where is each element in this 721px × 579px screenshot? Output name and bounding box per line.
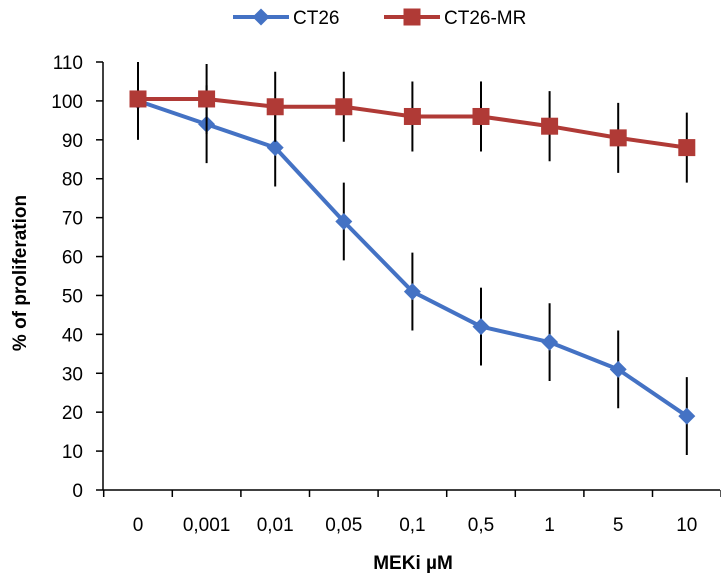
x-tick-label: 0: [133, 515, 144, 536]
data-point: [335, 98, 353, 116]
x-tick-label: 0,5: [468, 515, 494, 536]
legend-label: CT26: [293, 8, 339, 29]
y-tick-label: 30: [62, 364, 83, 385]
y-tick-label: 0: [72, 481, 83, 502]
x-tick-label: 0,01: [257, 515, 294, 536]
y-tick-label: 20: [62, 403, 83, 424]
data-point: [472, 107, 490, 125]
data-point: [472, 318, 490, 336]
y-tick-label: 110: [53, 53, 83, 74]
legend-marker: [252, 8, 270, 26]
y-axis-ticks: 0 10 20 30 40 50 60 70 80 90 100 110: [51, 53, 103, 502]
legend-item-ct26: CT26: [233, 8, 339, 29]
x-tick-label: 0,001: [183, 515, 231, 536]
y-tick-label: 70: [62, 209, 83, 230]
data-point: [403, 107, 421, 125]
series-ct26-mr: [129, 63, 696, 183]
x-tick-label: 1: [544, 515, 555, 536]
data-point: [541, 333, 559, 351]
x-tick-label: 0,05: [325, 515, 362, 536]
data-point: [129, 90, 147, 108]
data-point: [678, 139, 696, 157]
y-axis-title: % of proliferation: [10, 195, 31, 351]
x-tick-label: 0,1: [399, 515, 425, 536]
data-point: [266, 98, 284, 116]
series-layer: [129, 62, 696, 455]
data-point: [198, 90, 216, 108]
data-point: [609, 129, 627, 147]
y-tick-label: 100: [51, 92, 83, 113]
series-ct26: [129, 62, 696, 455]
x-tick-label: 5: [613, 515, 624, 536]
data-point: [266, 139, 284, 157]
legend-label: CT26-MR: [444, 8, 526, 29]
y-tick-label: 50: [62, 286, 83, 307]
legend-marker: [403, 8, 421, 26]
data-point: [678, 407, 696, 425]
data-point: [403, 283, 421, 301]
x-axis-ticks: 0 0,001 0,01 0,05 0,1 0,5 1 5 10: [102, 490, 721, 536]
y-tick-label: 80: [62, 170, 83, 191]
data-point: [609, 360, 627, 378]
chart-legend: CT26 CT26-MR: [233, 8, 526, 29]
y-tick-label: 90: [62, 131, 83, 152]
x-tick-label: 10: [676, 515, 697, 536]
data-point: [335, 213, 353, 231]
y-tick-label: 10: [62, 442, 83, 463]
y-tick-label: 40: [62, 325, 83, 346]
data-point: [541, 117, 559, 135]
x-axis-title: MEKi µM: [373, 553, 453, 574]
legend-item-ct26-mr: CT26-MR: [384, 8, 526, 29]
y-tick-label: 60: [62, 248, 83, 269]
